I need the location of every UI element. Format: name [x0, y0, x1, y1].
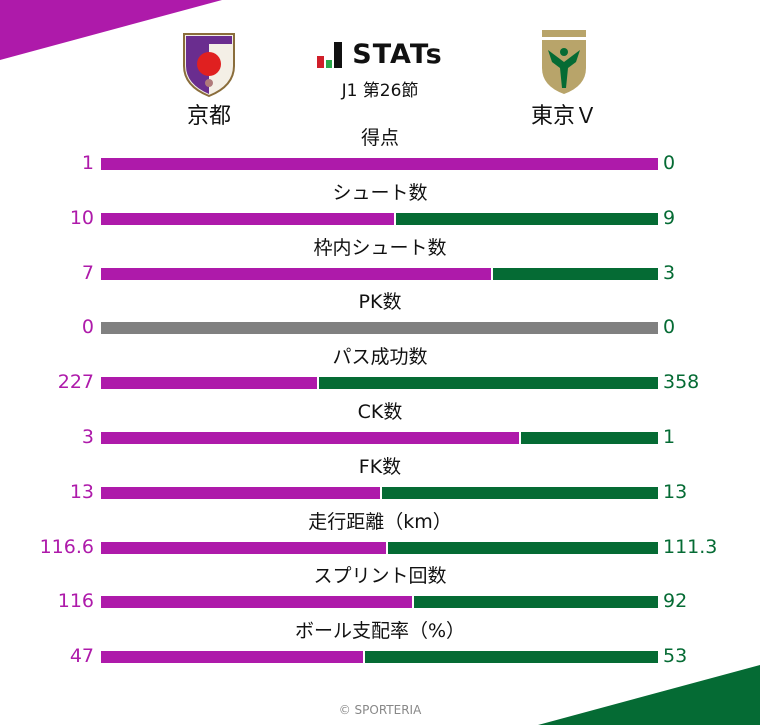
stats-header: STATs J1 第26節 — [280, 40, 480, 101]
stat-bar — [101, 212, 658, 225]
stat-row-ck: CK数 3 1 — [0, 400, 760, 455]
away-value: 0 — [663, 152, 676, 174]
kyoto-sanga-emblem-icon — [183, 33, 235, 98]
away-bar-segment — [388, 541, 658, 554]
home-bar-segment — [101, 596, 412, 609]
home-team-name: 京都 — [186, 104, 231, 129]
home-team: 京都 — [149, 28, 269, 130]
bar-chart-icon — [317, 42, 343, 68]
away-value: 358 — [663, 371, 700, 394]
stat-bar — [101, 267, 658, 280]
stat-row-goals: 得点 1 0 — [0, 126, 760, 181]
stat-label: ボール支配率（%） — [294, 620, 466, 643]
stat-label: スプリント回数 — [313, 565, 447, 588]
away-bar-segment — [413, 596, 658, 609]
tokyo-verdy-emblem-icon — [542, 30, 586, 94]
stat-row-pk: PK数 0 0 — [0, 290, 760, 345]
away-bar-segment — [381, 486, 658, 499]
away-value: 1 — [663, 425, 676, 448]
home-bar-segment — [101, 377, 318, 390]
home-value: 227 — [57, 371, 94, 394]
stat-label: CK数 — [357, 400, 403, 423]
away-team-name: 東京Ｖ — [530, 104, 597, 129]
away-bar-segment — [319, 377, 658, 390]
stat-label: 得点 — [360, 127, 399, 149]
home-value: 47 — [69, 645, 94, 668]
stat-label: 走行距離（km） — [308, 510, 452, 533]
home-value: 10 — [69, 206, 94, 229]
corner-decoration-away — [538, 665, 760, 725]
away-value: 92 — [663, 590, 688, 613]
away-value: 53 — [663, 645, 688, 668]
stat-row-passes: パス成功数 227 358 — [0, 345, 760, 400]
stat-row-fk: FK数 13 13 — [0, 455, 760, 510]
brand-logo: STATs — [280, 40, 480, 70]
home-value: 116.6 — [39, 535, 94, 558]
stat-label: 枠内シュート数 — [313, 236, 447, 259]
home-value: 7 — [81, 261, 94, 284]
home-bar-segment — [101, 267, 491, 280]
brand-title: STATs — [352, 39, 443, 70]
stat-bar — [101, 431, 658, 444]
stat-label: シュート数 — [332, 181, 428, 204]
home-value: 3 — [81, 425, 94, 448]
stat-label: FK数 — [358, 455, 402, 478]
stat-bar — [101, 158, 658, 170]
home-bar-segment — [101, 158, 658, 170]
away-bar-segment — [492, 267, 658, 280]
home-value: 13 — [69, 480, 94, 503]
home-bar-segment — [101, 431, 519, 444]
stat-row-distance: 走行距離（km） 116.6 111.3 — [0, 510, 760, 565]
away-team: 東京Ｖ — [504, 28, 624, 130]
home-value: 0 — [81, 316, 94, 339]
stat-bar — [101, 486, 658, 499]
neutral-bar-segment — [101, 322, 658, 335]
away-bar-segment — [364, 651, 658, 664]
home-bar-segment — [101, 486, 380, 499]
away-bar-segment — [395, 212, 658, 225]
stat-label: パス成功数 — [332, 346, 428, 369]
away-bar-segment — [520, 431, 658, 444]
stat-bar — [101, 541, 658, 554]
stats-chart: 得点 1 0 シュート数 10 9 枠内シュート数 7 3 PK数 0 0 — [0, 126, 760, 674]
home-value: 116 — [57, 590, 94, 613]
home-bar-segment — [101, 541, 387, 554]
away-value: 0 — [663, 316, 676, 339]
stat-row-sprints: スプリント回数 116 92 — [0, 564, 760, 619]
copyright-footer: © SPORTERIA — [338, 703, 422, 717]
stat-bar — [101, 596, 658, 609]
stat-bar — [101, 377, 658, 390]
home-value: 1 — [81, 152, 94, 174]
home-bar-segment — [101, 212, 394, 225]
away-value: 3 — [663, 261, 676, 284]
away-value: 13 — [663, 480, 688, 503]
away-value: 9 — [663, 206, 676, 229]
away-value: 111.3 — [663, 535, 718, 558]
stat-row-shots: シュート数 10 9 — [0, 181, 760, 236]
stat-row-shots-on-target: 枠内シュート数 7 3 — [0, 236, 760, 291]
home-bar-segment — [101, 651, 363, 664]
stat-bar — [101, 651, 658, 664]
stat-label: PK数 — [358, 291, 402, 314]
stat-bar — [101, 322, 658, 335]
round-label: J1 第26節 — [341, 81, 419, 101]
stat-row-possession: ボール支配率（%） 47 53 — [0, 619, 760, 674]
